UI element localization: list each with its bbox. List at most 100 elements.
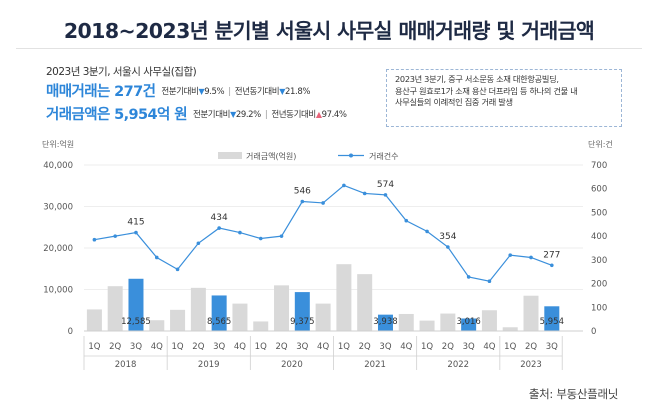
note-line: 2023년 3분기, 중구 서소문동 소재 대한항공빌딩, [395, 74, 559, 84]
y-left-tick-label: 40,000 [43, 161, 73, 171]
y-right-tick-label: 300 [591, 256, 607, 266]
x-tick-label: 1Q [504, 342, 516, 352]
bar-data-label: 3,938 [373, 317, 397, 327]
x-tick-label: 4Q [151, 342, 163, 352]
amount-stats: 전분기대비▼29.2% | 전년동기대비▲97.4% [193, 110, 347, 120]
line-point [113, 234, 117, 238]
amount-summary: 거래금액은 5,954억 원 전분기대비▼29.2% | 전년동기대비▲97.4% [46, 103, 347, 124]
volume-stats: 전분기대비▼9.5% | 전년동기대비▼21.8% [161, 87, 310, 97]
y-right-tick-label: 700 [591, 161, 607, 171]
note-line: 용산구 원효로1가 소재 용산 더프라임 등 하나의 건물 내 [395, 85, 578, 96]
line-point [404, 218, 409, 223]
line-point [238, 230, 242, 235]
year-label: 2023 [520, 360, 542, 370]
bar-data-label: 5,954 [540, 317, 564, 327]
line-point [154, 255, 159, 260]
amount-qoq-value: 29.2% [235, 110, 261, 120]
bar [481, 310, 497, 331]
y-right-tick-label: 600 [591, 185, 607, 195]
line-point [217, 226, 221, 230]
x-tick-label: 1Q [172, 342, 184, 352]
line-data-label: 415 [127, 218, 144, 228]
x-tick-label: 3Q [379, 342, 391, 352]
bar [190, 287, 206, 331]
x-tick-label: 1Q [255, 342, 267, 352]
volume-qoq-value: 9.5% [204, 87, 225, 97]
year-label: 2020 [281, 360, 303, 370]
amount-yoy-value: 97.4% [321, 110, 347, 120]
y-right-tick-label: 500 [591, 208, 607, 218]
line-point [383, 193, 388, 197]
bar [211, 295, 227, 331]
bar [232, 303, 248, 331]
bar [398, 313, 414, 331]
bar-data-label: 3,016 [456, 317, 480, 327]
bar [440, 313, 456, 331]
stat-separator: | [264, 110, 268, 120]
title-divider [16, 48, 642, 49]
y-left-tick-label: 30,000 [43, 203, 73, 213]
y-left-unit-label: 단위:억원 [42, 139, 74, 149]
amount-headline: 거래금액은 5,954억 원 [46, 107, 188, 123]
bar [419, 320, 435, 331]
bar [544, 306, 560, 331]
x-tick-label: 2Q [275, 342, 287, 352]
x-tick-label: 3Q [213, 342, 225, 352]
year-label: 2022 [447, 360, 469, 370]
x-tick-label: 1Q [338, 342, 350, 352]
line-point [134, 230, 138, 235]
volume-yoy-label: 전년동기대비 [234, 87, 280, 97]
y-left-tick-label: 0 [68, 327, 73, 337]
bar-data-label: 12,585 [121, 317, 151, 327]
line-point [550, 263, 554, 268]
x-tick-label: 2Q [192, 342, 204, 352]
note-box: 2023년 3분기, 중구 서소문동 소재 대한항공빌딩, 용산구 원효로1가 … [386, 69, 622, 127]
line-data-label: 277 [543, 250, 560, 260]
bar-data-label: 9,375 [290, 317, 314, 327]
y-right-unit-label: 단위:건 [588, 139, 613, 149]
summary-subtitle: 2023년 3분기, 서울시 사무실(집합) [46, 66, 197, 78]
line-point [446, 245, 450, 249]
y-left-tick-label: 20,000 [43, 244, 73, 254]
bar [294, 292, 310, 331]
count-line [94, 184, 553, 282]
chart-title: 2018~2023년 분기별 서울시 사무실 매매거래량 및 거래금액 [63, 19, 595, 43]
bar [357, 274, 373, 331]
line-point [175, 267, 180, 272]
y-right-tick-label: 100 [591, 303, 607, 313]
line-point [258, 236, 263, 241]
line-point [466, 275, 471, 279]
x-tick-label: 4Q [400, 342, 412, 352]
x-tick-label: 3Q [296, 342, 308, 352]
x-tick-label: 4Q [234, 342, 246, 352]
bar [461, 318, 477, 331]
x-tick-label: 1Q [88, 342, 100, 352]
bar [377, 314, 393, 331]
line-data-label: 546 [294, 187, 311, 197]
volume-headline: 매매거래는 277건 [46, 84, 156, 100]
x-tick-label: 3Q [546, 342, 558, 352]
y-left-tick-label: 10,000 [43, 286, 73, 296]
note-line: 사무실들의 이례적인 집중 거래 발생 [395, 97, 513, 107]
x-tick-label: 2Q [525, 342, 537, 352]
bar [336, 264, 352, 331]
bar-data-label: 8,565 [207, 317, 231, 327]
volume-qoq-label: 전분기대비 [161, 87, 199, 97]
legend-swatch-bar [218, 152, 242, 159]
line-point [92, 237, 97, 242]
down-arrow-icon: ▼ [279, 87, 285, 96]
x-tick-label: 3Q [463, 342, 475, 352]
volume-summary: 매매거래는 277건 전분기대비▼9.5% | 전년동기대비▼21.8% [46, 80, 310, 101]
x-tick-label: 4Q [483, 342, 495, 352]
bar [274, 285, 290, 331]
x-tick-label: 4Q [317, 342, 329, 352]
x-tick-label: 2Q [442, 342, 454, 352]
line-data-label: 434 [211, 213, 228, 223]
year-label: 2019 [198, 360, 220, 370]
line-point [342, 183, 346, 188]
bar [523, 295, 539, 331]
amount-yoy-label: 전년동기대비 [271, 110, 316, 120]
y-right-tick-label: 400 [591, 232, 607, 242]
bar [86, 309, 102, 331]
